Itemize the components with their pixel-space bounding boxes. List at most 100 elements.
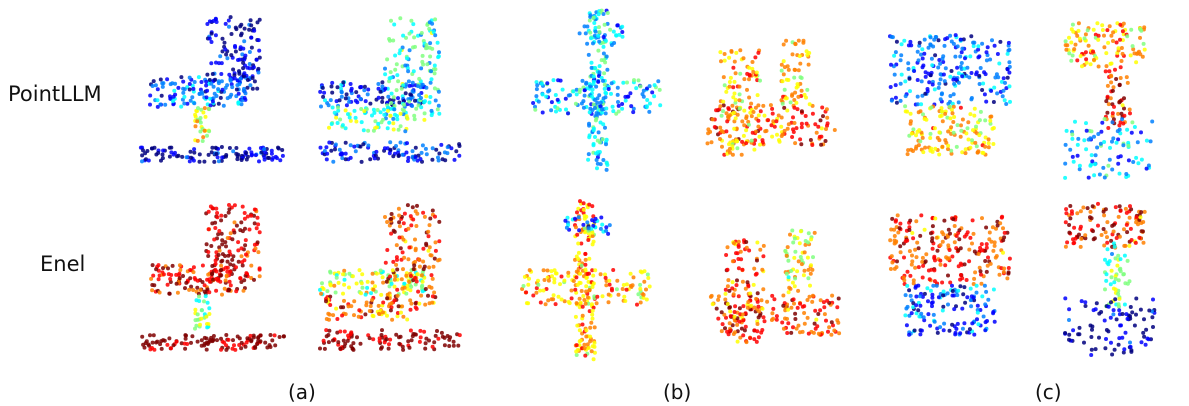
point (948, 116, 953, 121)
point (625, 80, 629, 85)
point (420, 82, 425, 87)
point (227, 279, 232, 284)
point (903, 293, 908, 298)
point (170, 263, 175, 268)
point (401, 83, 406, 88)
point (646, 276, 651, 280)
point (368, 304, 373, 309)
point (1113, 67, 1117, 72)
point (245, 78, 250, 82)
point (725, 267, 730, 272)
point (234, 289, 239, 294)
point (328, 270, 333, 275)
point (915, 49, 920, 54)
point (1117, 204, 1122, 209)
point (342, 282, 347, 287)
point (190, 95, 195, 100)
point (199, 343, 204, 348)
point (270, 338, 275, 343)
point (583, 353, 588, 358)
point (805, 87, 810, 92)
point (579, 241, 584, 246)
point (989, 88, 994, 93)
point (395, 257, 399, 262)
point (793, 90, 798, 95)
point (793, 141, 798, 146)
point (228, 15, 233, 20)
point (343, 151, 348, 156)
point (636, 292, 641, 297)
point (955, 65, 960, 70)
point (430, 21, 435, 26)
point (930, 295, 935, 300)
point (1105, 83, 1110, 88)
point (1002, 98, 1007, 103)
point (1124, 172, 1129, 176)
point (575, 282, 580, 287)
point (792, 284, 797, 289)
point (1112, 244, 1117, 249)
point (586, 152, 591, 157)
point (209, 31, 214, 36)
point (1001, 250, 1005, 255)
point (182, 101, 187, 106)
point (895, 213, 900, 218)
point (604, 91, 609, 96)
point (1106, 40, 1111, 45)
point (798, 229, 803, 234)
point (408, 298, 413, 303)
point (595, 294, 600, 299)
point (227, 207, 232, 212)
point (1006, 40, 1011, 45)
point (428, 80, 433, 85)
point (946, 143, 951, 148)
point (636, 78, 641, 83)
point (1104, 272, 1109, 277)
point (916, 308, 921, 313)
point (796, 323, 801, 328)
point (1117, 308, 1122, 313)
point (606, 87, 611, 91)
point (225, 269, 230, 274)
point (983, 259, 988, 263)
point (971, 128, 975, 133)
point (783, 96, 788, 101)
point (755, 299, 760, 304)
point (442, 343, 447, 348)
point (577, 296, 582, 301)
point (1005, 51, 1010, 56)
point (330, 80, 335, 85)
point (560, 87, 565, 92)
point (578, 281, 583, 285)
point (940, 239, 945, 244)
point (433, 240, 438, 245)
point (621, 80, 626, 85)
point (1104, 337, 1108, 341)
point (596, 79, 601, 84)
point (792, 75, 797, 80)
point (386, 346, 391, 351)
point (1141, 41, 1146, 46)
point (964, 278, 969, 282)
point (1121, 350, 1126, 355)
point (1120, 29, 1125, 34)
point (1109, 275, 1114, 280)
point (222, 40, 227, 45)
point (1121, 143, 1126, 148)
point (786, 290, 791, 295)
point (1147, 308, 1152, 313)
point (950, 283, 954, 288)
point (810, 103, 815, 108)
point (914, 294, 919, 299)
point (749, 114, 754, 119)
point (943, 138, 948, 143)
point (410, 89, 415, 94)
enel-lamp-shade (880, 205, 1020, 355)
point (968, 298, 973, 303)
point (714, 108, 719, 113)
point (933, 258, 937, 263)
point (805, 315, 810, 320)
point (157, 273, 162, 278)
point (245, 65, 250, 70)
point (615, 85, 620, 90)
